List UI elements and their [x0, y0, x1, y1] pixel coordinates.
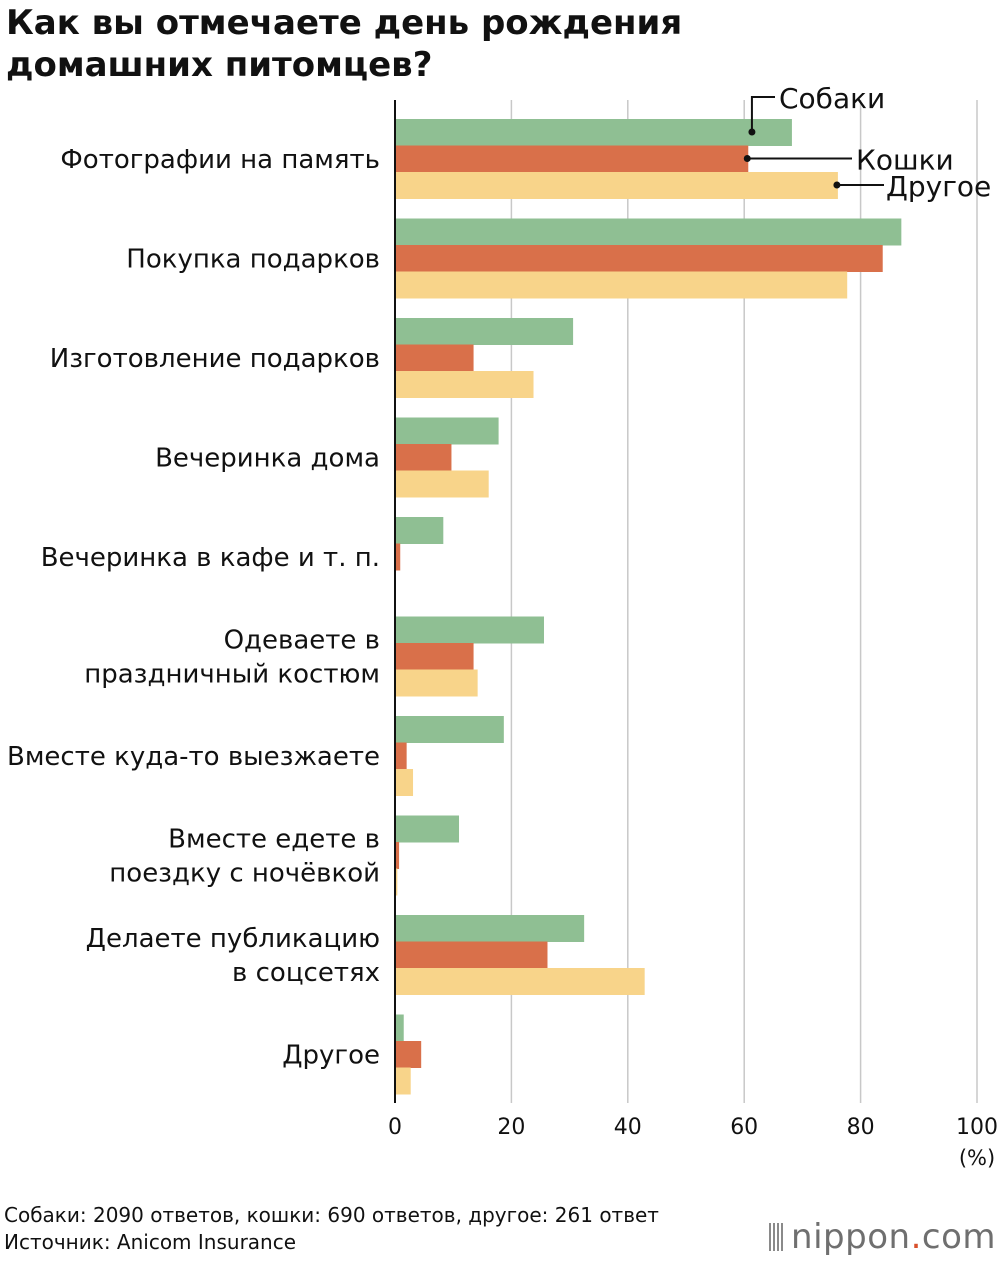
bar-Другое-1 — [395, 271, 848, 299]
bar-Кошки-3 — [395, 444, 452, 471]
bar-Кошки-6 — [395, 742, 407, 770]
bar-Собаки-1 — [395, 218, 902, 246]
bar-Другое-3 — [395, 470, 489, 498]
category-label-9-0: Другое — [282, 1040, 380, 1070]
category-label-7-0: Вместе едете в — [168, 824, 380, 854]
category-label-0-0: Фотографии на память — [60, 145, 380, 175]
category-label-8-0: Делаете публикацию — [86, 924, 380, 954]
bar-Собаки-4 — [395, 517, 444, 544]
bar-Собаки-8 — [395, 915, 585, 942]
bar-Другое-7 — [395, 868, 398, 896]
bar-Другое-2 — [395, 371, 534, 398]
axis: 0 20 40 60 80 100 (%) — [388, 100, 998, 1170]
category-label-4-0: Вечеринка в кафе и т. п. — [41, 543, 380, 573]
x-tick-label-80: 80 — [847, 1115, 875, 1140]
bar-Другое-9 — [395, 1067, 411, 1095]
category-label-6-0: Вместе куда-то выезжаете — [7, 742, 380, 772]
title-line-1: Как вы отмечаете день рождения — [6, 3, 683, 43]
bar-Собаки-7 — [395, 815, 460, 843]
logo-bars-icon — [769, 1223, 784, 1251]
bar-Кошки-9 — [395, 1041, 422, 1068]
bar-Кошки-5 — [395, 643, 474, 670]
logo-tld: com — [921, 1217, 996, 1257]
legend-label-other: Другое — [886, 170, 991, 203]
bar-Кошки-0 — [395, 145, 749, 173]
category-labels: Фотографии на память Покупка подарков Изго… — [7, 145, 380, 1071]
bar-chart: 0 20 40 60 80 100 (%) Фотографии на память Поку… — [7, 82, 998, 1170]
bar-Собаки-0 — [395, 119, 792, 146]
bar-Другое-8 — [395, 968, 645, 995]
category-label-7-1: поездку с ночёвкой — [109, 858, 380, 888]
bar-Собаки-2 — [395, 318, 574, 345]
bars — [395, 119, 902, 1095]
bar-Другое-0 — [395, 172, 838, 199]
x-tick-label-0: 0 — [388, 1115, 402, 1140]
category-label-8-1: в соцсетях — [232, 958, 380, 988]
footer: Собаки: 2090 ответов, кошки: 690 ответов… — [4, 1202, 659, 1256]
logo-name: nippon — [791, 1217, 911, 1257]
bar-Собаки-9 — [395, 1014, 404, 1042]
legend-leader-dogs — [750, 96, 775, 132]
category-label-2-0: Изготовление подарков — [50, 344, 380, 374]
bar-Кошки-4 — [395, 543, 401, 571]
bar-Собаки-5 — [395, 616, 544, 644]
title-line-2: домашних питомцев? — [6, 45, 433, 85]
x-tick-label-20: 20 — [497, 1115, 525, 1140]
legend-label-cats: Кошки — [856, 144, 954, 177]
bar-Кошки-2 — [395, 344, 474, 372]
category-label-5-0: Одеваете в — [224, 625, 380, 655]
bar-Собаки-6 — [395, 716, 504, 743]
category-label-5-1: праздничный костюм — [84, 659, 380, 689]
category-label-1-0: Покупка подарков — [126, 244, 380, 274]
bar-Собаки-3 — [395, 417, 499, 445]
bar-Кошки-8 — [395, 941, 548, 969]
respondents-note: Собаки: 2090 ответов, кошки: 690 ответов… — [4, 1203, 659, 1227]
source-note: Источник: Anicom Insurance — [4, 1230, 297, 1254]
legend-label-dogs: Собаки — [779, 82, 885, 115]
chart-title: Как вы отмечаете день рождения домашних … — [6, 2, 766, 86]
x-tick-label-40: 40 — [614, 1115, 642, 1140]
x-unit-label: (%) — [959, 1146, 995, 1170]
bar-Другое-5 — [395, 669, 478, 697]
logo-dot: . — [910, 1217, 922, 1257]
x-tick-label-100: 100 — [956, 1115, 998, 1140]
bar-Кошки-7 — [395, 842, 400, 869]
x-tick-label-60: 60 — [730, 1115, 758, 1140]
bar-Кошки-1 — [395, 245, 883, 272]
nippon-logo: nippon. com — [769, 1217, 996, 1257]
category-label-3-0: Вечеринка дома — [155, 443, 380, 473]
bar-Другое-6 — [395, 769, 414, 796]
